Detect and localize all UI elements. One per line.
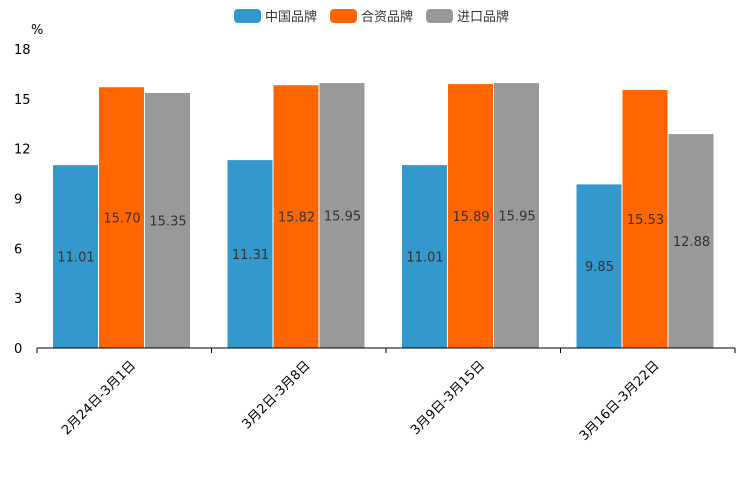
bar: [622, 90, 668, 348]
bars: 11.01 15.70 15.35 11.31 15.82 15.95 11.01 15.89…: [53, 83, 714, 349]
legend-label: 进口品牌: [457, 9, 509, 25]
y-tick-label: 0: [14, 342, 22, 357]
legend: 中国品牌 合资品牌 进口品牌: [234, 9, 509, 25]
legend-swatch: [330, 9, 357, 23]
data-label: 15.89: [452, 210, 489, 225]
y-tick-label: 12: [14, 143, 31, 158]
x-axis: 2月24日-3月1日 3月2日-3月8日 3月9日-3月15日 3月16日-3月22日: [36, 347, 736, 444]
x-tick-label: 3月9日-3月15日: [408, 358, 488, 438]
y-tick-label: 3: [14, 292, 22, 307]
bar: [145, 93, 190, 349]
data-label: 11.01: [406, 251, 443, 266]
data-label: 15.53: [627, 213, 664, 228]
bar: [402, 165, 447, 348]
data-label: 15.35: [149, 215, 186, 230]
data-label: 15.82: [278, 211, 315, 226]
bar: [99, 87, 144, 348]
legend-label: 中国品牌: [265, 9, 317, 25]
x-tick-label: 3月2日-3月8日: [239, 358, 313, 432]
y-tick-label: 6: [14, 242, 22, 257]
y-axis-unit-label: %: [31, 23, 43, 38]
data-label: 15.95: [324, 210, 361, 225]
bar: [448, 84, 493, 349]
bar: [668, 134, 714, 348]
bar: [227, 160, 273, 348]
data-label: 11.31: [232, 248, 269, 263]
data-label: 15.70: [103, 212, 140, 227]
y-tick-label: 9: [14, 193, 22, 208]
data-label: 11.01: [57, 251, 94, 266]
bar: [273, 85, 319, 348]
bar: [576, 184, 622, 348]
legend-swatch: [234, 9, 261, 23]
data-label: 15.95: [498, 210, 535, 225]
bar: [319, 83, 365, 348]
x-tick-label: 2月24日-3月1日: [59, 358, 139, 438]
bar: [494, 83, 539, 348]
x-tick-label: 3月16日-3月22日: [577, 358, 663, 444]
data-label: 9.85: [585, 260, 614, 275]
y-axis: 0 3 6 9 12 15 18: [14, 43, 31, 357]
y-tick-label: 15: [14, 93, 31, 108]
y-tick-label: 18: [14, 43, 31, 58]
data-label: 12.88: [673, 235, 710, 250]
legend-label: 合资品牌: [361, 9, 413, 25]
bar: [53, 165, 98, 348]
legend-swatch: [426, 9, 453, 23]
